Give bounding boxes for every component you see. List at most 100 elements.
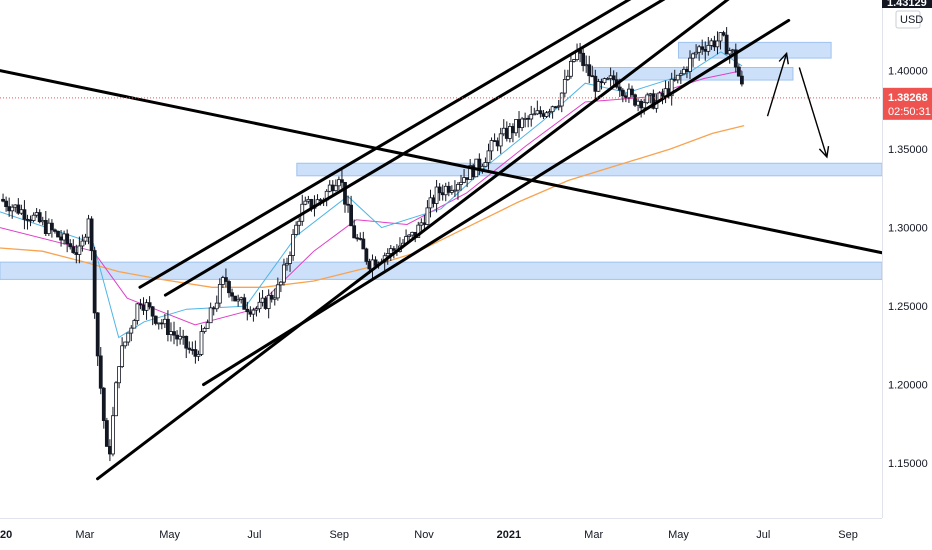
candle-body <box>260 297 265 303</box>
candle-body <box>511 126 515 134</box>
y-tick-label: 1.25000 <box>888 301 928 313</box>
candle-body <box>266 294 271 309</box>
candle-body <box>62 233 67 241</box>
candle-body <box>10 206 15 212</box>
time-scale[interactable]: 20 Mar May Jul Sep Nov 2021 Mar May Jul Sep <box>0 518 932 550</box>
x-tick-label: Jul <box>756 529 770 541</box>
candle-body <box>678 73 683 76</box>
candle-body <box>462 177 466 183</box>
candle-body <box>675 74 680 81</box>
candle-body <box>642 102 647 109</box>
candle-body <box>333 185 338 192</box>
candle-body <box>248 311 253 315</box>
arrow-0[interactable] <box>766 53 788 117</box>
trend-line-0[interactable] <box>0 69 884 255</box>
candle-body <box>123 341 128 347</box>
candle-body <box>572 59 576 62</box>
y-tick-label: 1.30000 <box>888 223 928 235</box>
candle-body <box>694 51 699 55</box>
currency-button[interactable] <box>895 10 921 29</box>
candle-body <box>681 68 686 75</box>
candle-body <box>630 88 634 96</box>
last-price-label: 1.38268 <box>888 92 928 104</box>
candle-body <box>278 281 283 286</box>
ema-mid-line <box>0 70 743 326</box>
candle-body <box>520 118 524 129</box>
candle-body <box>245 308 250 313</box>
candle-body <box>498 133 503 147</box>
candle-body <box>330 184 335 192</box>
currency-label: USD <box>900 14 923 26</box>
top-price-label: 1.43129 <box>887 0 927 9</box>
candle-body <box>584 64 589 67</box>
candle-body <box>19 209 24 214</box>
candle-body <box>422 222 427 225</box>
candle-body <box>147 302 152 308</box>
candle-body <box>434 186 439 204</box>
arrow-head-0 <box>778 51 789 65</box>
candle-body <box>523 117 528 120</box>
candle-body <box>22 209 27 220</box>
candle-body <box>517 119 521 129</box>
candle-body <box>178 335 183 340</box>
plot-area <box>0 0 884 481</box>
y-tick-label: 1.15000 <box>888 458 928 470</box>
candle-body <box>361 238 366 250</box>
candle-body <box>697 46 702 53</box>
candle-body <box>1 198 5 202</box>
candle-body <box>86 218 91 238</box>
candle-body <box>68 243 73 248</box>
candle-body <box>25 218 30 221</box>
trend-line-4[interactable] <box>163 0 882 297</box>
x-tick-label: May <box>668 529 689 541</box>
candle-body <box>501 127 506 135</box>
candle-body <box>639 100 644 109</box>
candle-body <box>37 212 42 223</box>
candle-body <box>89 218 94 251</box>
candle-body <box>688 57 692 72</box>
candle-body <box>550 106 555 113</box>
candle-body <box>459 181 463 185</box>
candle-body <box>495 140 500 147</box>
candle-body <box>269 294 274 300</box>
ma-slow-line <box>0 124 745 288</box>
candle-body <box>443 185 448 196</box>
candle-body <box>358 238 363 240</box>
trend-line-1[interactable] <box>96 0 882 481</box>
candle-body <box>303 200 308 205</box>
candle-body <box>114 382 118 417</box>
candle-body <box>166 318 170 335</box>
candle-body <box>605 78 610 80</box>
candle-body <box>141 304 146 311</box>
candle-body <box>211 307 216 310</box>
candle-body <box>297 220 302 226</box>
x-tick-label: Mar <box>75 529 94 541</box>
candle-body <box>617 86 622 91</box>
candle-body <box>28 219 33 222</box>
candle-body <box>645 94 650 104</box>
candle-body <box>587 64 592 77</box>
trend-line-3[interactable] <box>138 0 882 289</box>
candle-body <box>184 335 189 349</box>
candle-body <box>169 331 173 335</box>
trend-line-2[interactable] <box>202 18 791 387</box>
candle-body <box>187 347 192 350</box>
candle-body <box>98 355 103 389</box>
candle-body <box>31 214 36 221</box>
candle-body <box>77 245 82 255</box>
candle-body <box>721 32 726 36</box>
candle-body <box>162 318 167 325</box>
y-tick-labels: 1.15000 1.20000 1.25000 1.30000 1.35000 1.400… <box>888 66 928 470</box>
candle-body <box>104 420 109 447</box>
candle-body <box>272 297 277 300</box>
candle-body <box>193 349 198 357</box>
candle-body <box>46 222 51 234</box>
price-scale[interactable]: 1.15000 1.20000 1.25000 1.30000 1.35000 1.400… <box>882 0 932 550</box>
candle-body <box>263 297 268 309</box>
candle-body <box>736 66 741 77</box>
candle-body <box>327 184 332 192</box>
arrow-1[interactable] <box>798 67 828 158</box>
candle-body <box>257 301 262 310</box>
candle-body <box>492 140 497 142</box>
